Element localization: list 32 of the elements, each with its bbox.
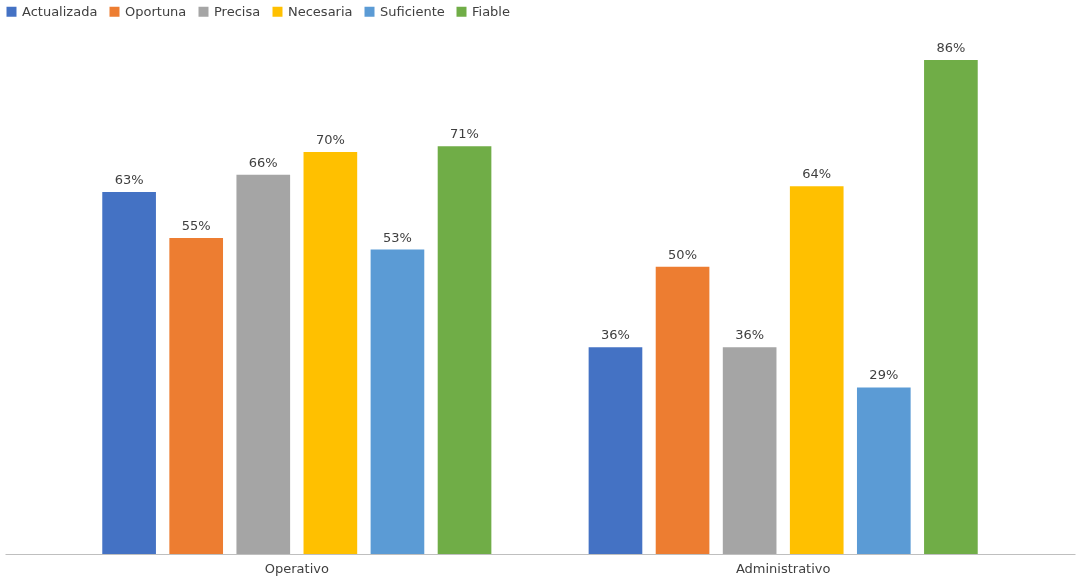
data-label: 29%: [869, 367, 899, 383]
bar: [303, 151, 358, 554]
legend-label: Actualizada: [22, 3, 98, 19]
data-label: 36%: [601, 327, 630, 343]
data-label: 70%: [315, 131, 345, 147]
legend-label: Precisa: [214, 3, 261, 19]
data-label: 86%: [936, 39, 966, 55]
bar: [370, 249, 425, 554]
legend-label: Suficiente: [380, 3, 445, 19]
bar: [437, 146, 492, 554]
data-label: 63%: [114, 172, 144, 188]
legend-label: Fiable: [472, 3, 510, 19]
data-label: 36%: [735, 327, 765, 343]
data-label: 64%: [802, 166, 832, 182]
data-label: 71%: [450, 126, 479, 142]
x-tick-label: Administrativo: [735, 560, 831, 576]
bar: [588, 347, 643, 554]
bar: [856, 387, 911, 554]
data-label: 66%: [248, 154, 278, 170]
legend-label: Oportuna: [125, 3, 187, 19]
bar: [655, 266, 710, 554]
bar: [924, 59, 978, 554]
bar: [169, 238, 224, 554]
bar: [102, 192, 156, 554]
bar: [789, 186, 844, 554]
legend-label: Necesaria: [288, 3, 353, 19]
data-label: 53%: [382, 229, 412, 245]
data-label: 50%: [668, 246, 698, 262]
data-label: 55%: [181, 218, 211, 234]
bar: [236, 174, 291, 554]
bar: [722, 347, 777, 554]
x-tick-label: Operativo: [264, 560, 329, 576]
